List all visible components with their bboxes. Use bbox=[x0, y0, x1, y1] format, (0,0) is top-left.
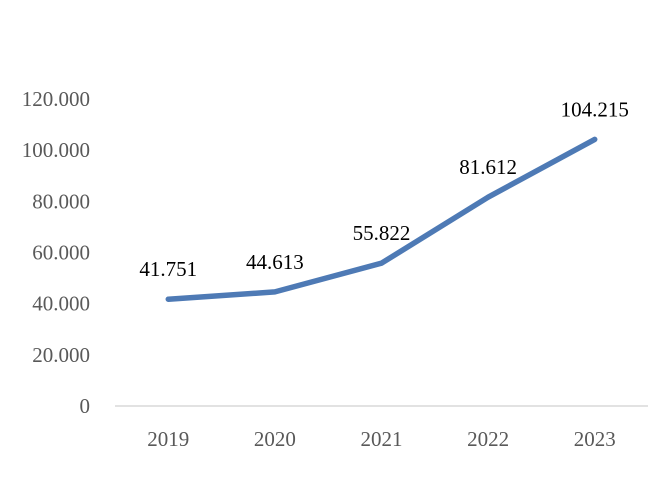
data-label: 104.215 bbox=[561, 97, 629, 121]
data-label: 41.751 bbox=[139, 257, 197, 281]
x-tick-label: 2021 bbox=[361, 427, 403, 451]
data-point bbox=[165, 296, 171, 302]
y-tick-label: 100.000 bbox=[22, 138, 90, 162]
data-point bbox=[272, 289, 278, 295]
data-label: 55.822 bbox=[353, 221, 411, 245]
y-tick-label: 80.000 bbox=[32, 189, 90, 213]
series-line bbox=[165, 136, 598, 302]
data-label: 44.613 bbox=[246, 250, 304, 274]
x-tick-label: 2020 bbox=[254, 427, 296, 451]
data-labels: 41.751 44.613 55.822 81.612 104.215 bbox=[139, 97, 628, 281]
y-tick-label: 20.000 bbox=[32, 343, 90, 367]
x-tick-label: 2023 bbox=[574, 427, 616, 451]
data-point bbox=[379, 260, 384, 266]
y-tick-label: 120.000 bbox=[22, 87, 90, 111]
data-point bbox=[592, 136, 598, 142]
y-tick-label: 60.000 bbox=[32, 241, 90, 265]
series-group bbox=[165, 136, 598, 302]
x-tick-label: 2022 bbox=[467, 427, 509, 451]
data-point bbox=[485, 194, 491, 200]
y-axis: 0 20.000 40.000 60.000 80.000 100.000 120.000 bbox=[22, 87, 90, 418]
x-tick-label: 2019 bbox=[147, 427, 189, 451]
y-tick-label: 40.000 bbox=[32, 292, 90, 316]
data-label: 81.612 bbox=[459, 155, 517, 179]
y-tick-label: 0 bbox=[80, 394, 91, 418]
x-axis: 2019 2020 2021 2022 2023 bbox=[115, 405, 648, 451]
